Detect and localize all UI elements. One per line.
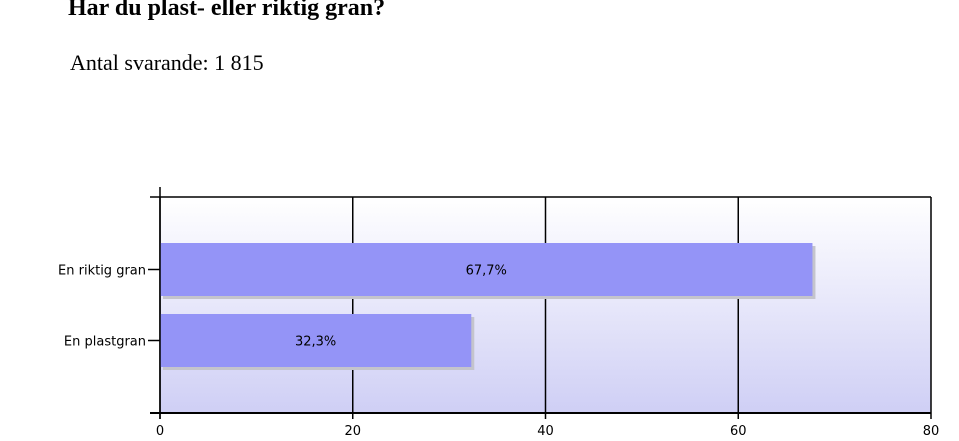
x-tick-label: 20 (344, 424, 361, 439)
question-title: Har du plast- eller riktig gran? (68, 0, 386, 21)
y-tick-label: En plastgran (64, 335, 146, 350)
x-tick-label: 0 (156, 424, 164, 439)
x-tick-label: 60 (730, 424, 747, 439)
respondent-count: Antal svarande: 1 815 (70, 50, 264, 75)
data-label: 67,7% (466, 264, 507, 279)
x-tick-label: 80 (923, 424, 940, 439)
data-label: 32,3% (295, 335, 336, 350)
bar (160, 314, 472, 367)
y-tick-label: En riktig gran (58, 264, 146, 279)
bar (160, 243, 813, 296)
x-tick-label: 40 (537, 424, 554, 439)
